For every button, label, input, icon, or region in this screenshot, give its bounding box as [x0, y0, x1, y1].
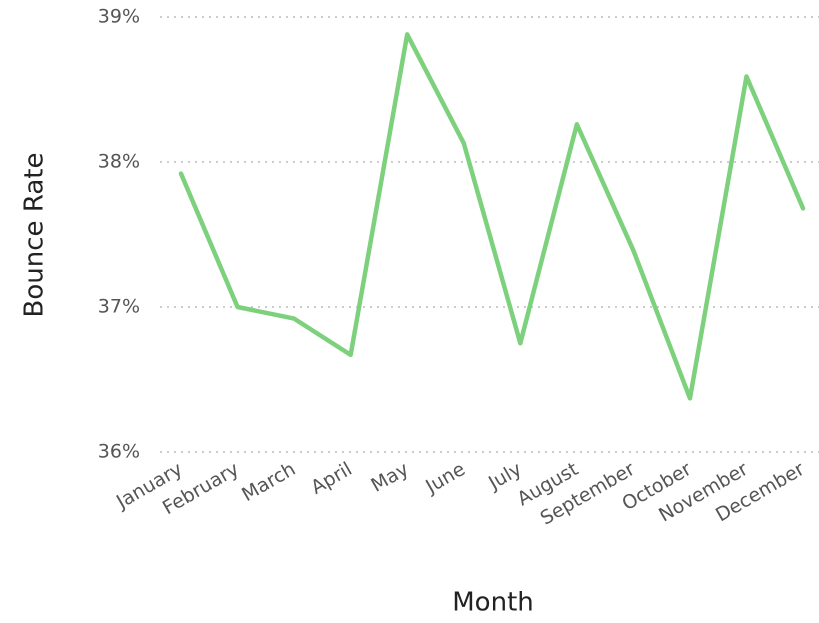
x-tick-label: April — [307, 458, 356, 499]
x-tick-label: May — [367, 458, 412, 497]
x-tick-label: June — [421, 458, 469, 498]
y-tick-label: 36% — [98, 441, 140, 463]
y-axis-title: Bounce Rate — [20, 153, 50, 318]
y-tick-label: 37% — [98, 296, 140, 318]
line — [178, 32, 806, 401]
x-tick-label: March — [238, 458, 299, 506]
x-axis-title: Month — [452, 588, 534, 618]
y-tick-label: 39% — [98, 6, 140, 28]
y-tick-label: 38% — [98, 151, 140, 173]
